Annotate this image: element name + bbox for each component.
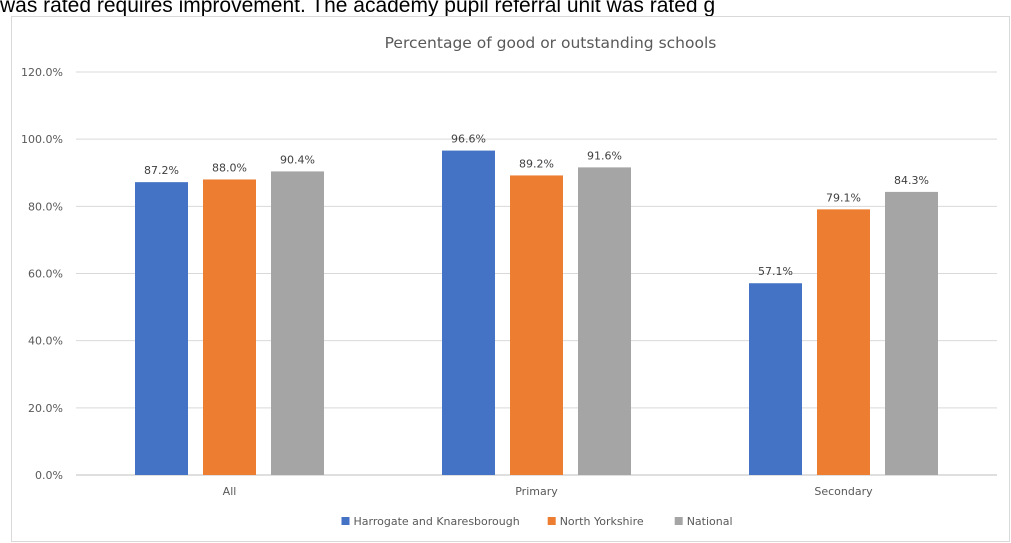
- y-tick-label: 120.0%: [21, 66, 63, 79]
- bar: [442, 150, 495, 475]
- bar: [271, 171, 324, 475]
- legend-swatch: [674, 517, 683, 525]
- x-tick-label: All: [223, 485, 237, 498]
- bar: [135, 182, 188, 476]
- bar: [578, 167, 631, 476]
- legend-label: Harrogate and Knaresborough: [354, 515, 520, 528]
- y-tick-label: 60.0%: [28, 268, 63, 281]
- header-text: was rated requires improvement. The acad…: [0, 0, 716, 17]
- legend-label: National: [687, 515, 733, 528]
- bar: [203, 179, 256, 475]
- data-label: 87.2%: [144, 164, 179, 177]
- bar: [817, 209, 870, 475]
- data-label: 91.6%: [587, 149, 622, 162]
- y-tick-label: 100.0%: [21, 133, 63, 146]
- data-label: 84.3%: [894, 174, 929, 187]
- data-label: 90.4%: [280, 153, 315, 166]
- data-label: 96.6%: [451, 133, 486, 146]
- y-tick-label: 40.0%: [28, 335, 63, 348]
- data-label: 57.1%: [758, 265, 793, 278]
- data-label: 89.2%: [519, 157, 554, 170]
- legend-label: North Yorkshire: [560, 515, 644, 528]
- y-tick-label: 20.0%: [28, 402, 63, 415]
- data-label: 79.1%: [826, 191, 861, 204]
- y-tick-label: 80.0%: [28, 200, 63, 213]
- bar: [885, 191, 938, 475]
- y-tick-label: 0.0%: [35, 469, 63, 482]
- bar: [749, 283, 802, 475]
- bar: [510, 175, 563, 476]
- legend-swatch: [341, 517, 350, 525]
- chart-area: Percentage of good or outstanding school…: [11, 16, 1010, 542]
- x-tick-label: Secondary: [814, 485, 873, 498]
- data-label: 88.0%: [212, 161, 247, 174]
- bar-chart: Percentage of good or outstanding school…: [21, 34, 997, 528]
- legend-swatch: [547, 517, 556, 525]
- chart-title: Percentage of good or outstanding school…: [385, 34, 717, 52]
- x-tick-label: Primary: [515, 485, 558, 498]
